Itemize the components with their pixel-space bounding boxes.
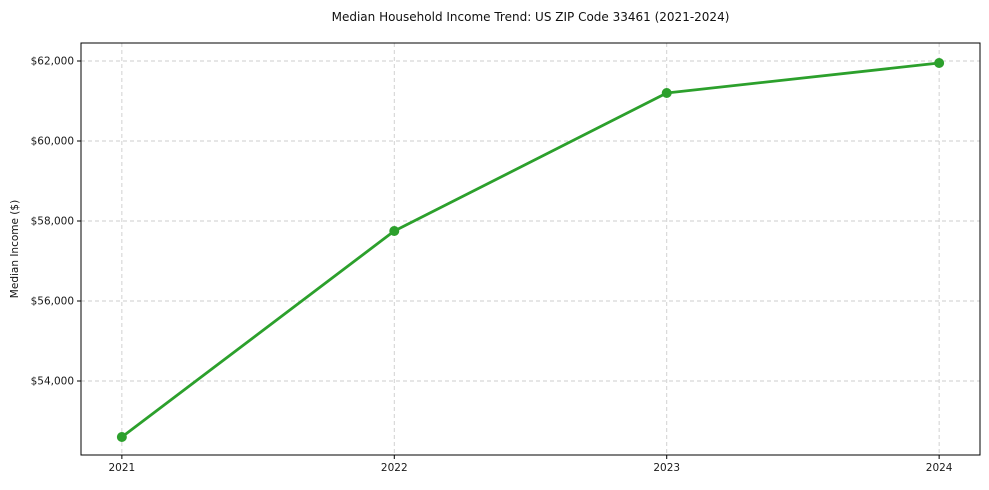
data-point-2024 (934, 58, 945, 68)
x-tick-label: 2022 (381, 462, 408, 474)
data-point-2021 (116, 432, 127, 442)
x-tick-label: 2024 (926, 462, 953, 474)
axis-spines (80, 42, 981, 456)
income-trend-line (120, 61, 941, 439)
x-tick-label: 2023 (653, 462, 680, 474)
data-point-2022 (389, 226, 400, 236)
data-point-2023 (661, 88, 672, 98)
y-tick-label: $62,000 (31, 56, 74, 68)
y-tick-label: $58,000 (31, 216, 74, 228)
y-tick-label: $54,000 (31, 376, 74, 388)
y-tick-label: $56,000 (31, 296, 74, 308)
y-tick-label: $60,000 (31, 136, 74, 148)
x-tick-label: 2021 (108, 462, 135, 474)
chart-title: Median Household Income Trend: US ZIP Co… (331, 10, 730, 24)
